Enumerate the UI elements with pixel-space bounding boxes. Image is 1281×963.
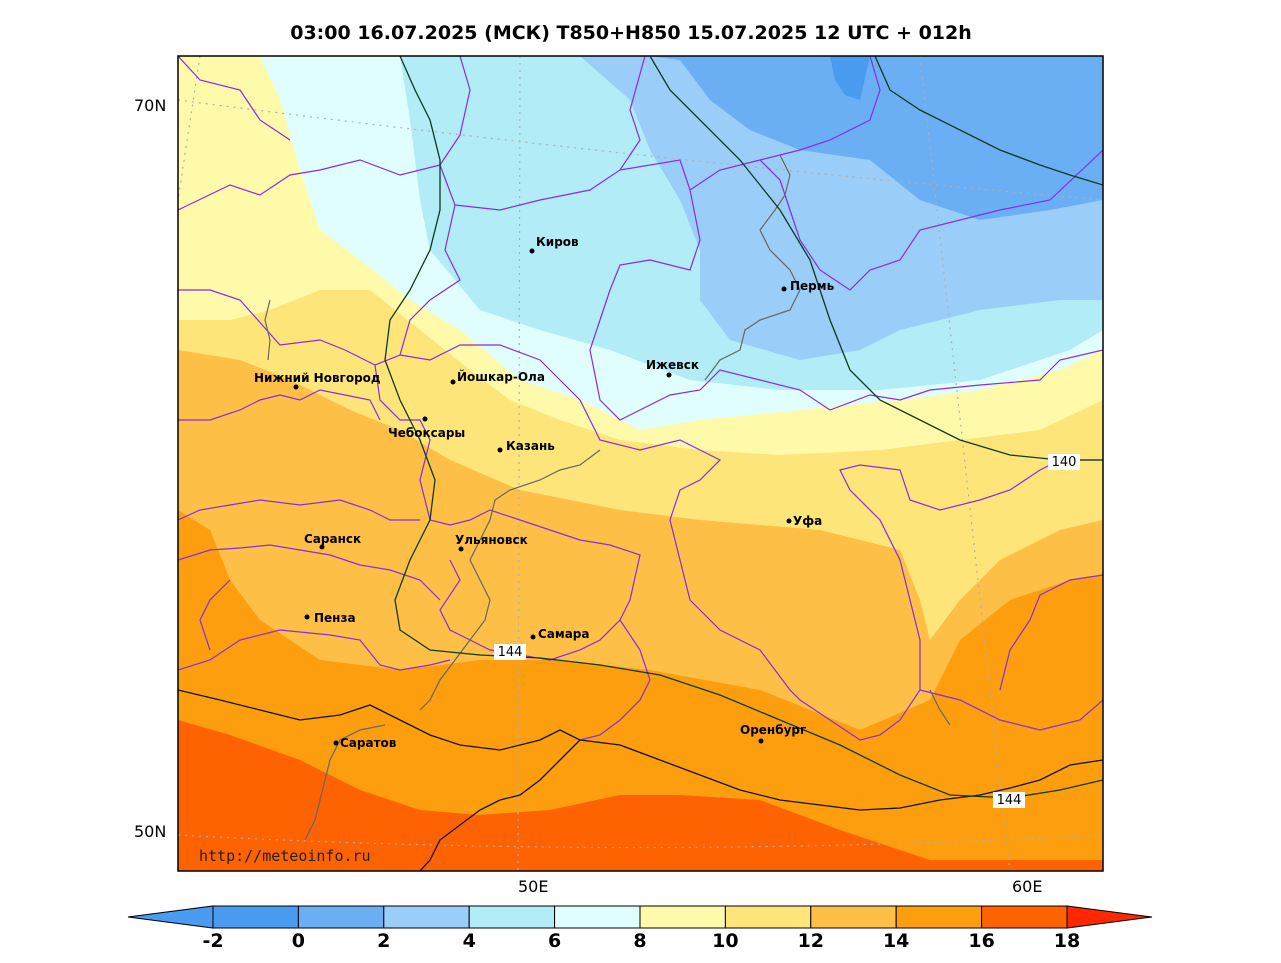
colorbar-under-arrow bbox=[127, 905, 214, 929]
colorbar-tick-label: -2 bbox=[202, 930, 224, 952]
colorbar-over-arrow bbox=[1066, 905, 1153, 929]
colorbar-swatch bbox=[895, 905, 983, 929]
contour-label-bg bbox=[1048, 454, 1080, 470]
city-dot bbox=[422, 416, 428, 422]
colorbar-swatch bbox=[297, 905, 385, 929]
watermark: http://meteoinfo.ru bbox=[199, 847, 371, 865]
map-frame bbox=[177, 55, 1104, 872]
colorbar-swatch bbox=[810, 905, 897, 929]
city-dot bbox=[458, 546, 464, 552]
city-dot bbox=[333, 740, 339, 746]
lat-lon-grid bbox=[178, 56, 1103, 871]
band-0 bbox=[830, 56, 870, 100]
colorbar-swatch bbox=[468, 905, 556, 929]
band-16 bbox=[178, 720, 1103, 871]
city-label: Киров bbox=[536, 235, 579, 249]
city-label: Чебоксары bbox=[388, 426, 465, 440]
city-label: Ульяновск bbox=[455, 533, 528, 547]
city-dot bbox=[666, 372, 672, 378]
colorbar-swatch bbox=[724, 905, 812, 929]
city-label: Уфа bbox=[793, 514, 822, 528]
city-label: Саратов bbox=[340, 736, 397, 750]
city-dot bbox=[293, 384, 299, 390]
city-dot bbox=[319, 544, 325, 550]
colorbar-tick-label: 6 bbox=[547, 930, 562, 952]
colorbar-tick-label: 14 bbox=[882, 930, 910, 952]
colorbar-tick-label: 8 bbox=[633, 930, 647, 952]
city-dot bbox=[781, 286, 787, 292]
colorbar-tick-label: 10 bbox=[712, 930, 739, 952]
colorbar-tick-label: 2 bbox=[377, 930, 391, 952]
colorbar-swatch bbox=[981, 905, 1068, 929]
city-dot bbox=[530, 634, 536, 640]
contour-label-bg bbox=[494, 644, 526, 660]
contour-label-bg bbox=[993, 792, 1025, 808]
rivers bbox=[264, 154, 951, 841]
colorbar-tick-label: 4 bbox=[462, 930, 476, 952]
city-dot bbox=[786, 518, 792, 524]
city-dot bbox=[450, 379, 456, 385]
city-label: Ижевск bbox=[646, 358, 699, 372]
colorbar-tick-label: 16 bbox=[968, 930, 995, 952]
contour-label: 144 bbox=[498, 645, 523, 660]
city-label: Оренбург bbox=[740, 723, 806, 737]
country-border bbox=[178, 689, 1103, 871]
colorbar-swatch bbox=[212, 905, 299, 929]
city-label: Саранск bbox=[304, 532, 361, 546]
city-dot bbox=[758, 738, 764, 744]
city-label: Самара bbox=[538, 627, 590, 641]
city-dot bbox=[529, 248, 535, 254]
height-contours bbox=[384, 56, 1103, 799]
city-label: Пермь bbox=[790, 279, 835, 293]
city-label: Пенза bbox=[314, 611, 356, 625]
contour-label: 144 bbox=[997, 793, 1022, 808]
lon-label-50e: 50E bbox=[518, 877, 549, 896]
colorbar-tick-label: 0 bbox=[291, 930, 306, 952]
city-label: Нижний Новгород bbox=[254, 371, 381, 385]
lat-label-50n: 50N bbox=[134, 822, 167, 841]
colorbar-tick-label: 12 bbox=[797, 930, 825, 952]
colorbar-tick-label: 18 bbox=[1053, 930, 1081, 952]
city-markers: Киров Пермь Ижевск Нижний Новгород Йошка… bbox=[254, 235, 835, 750]
band-2 bbox=[650, 56, 1103, 220]
city-label: Йошкар-Ола bbox=[457, 369, 545, 384]
city-dot bbox=[304, 614, 310, 620]
colorbar-swatch bbox=[383, 905, 470, 929]
temperature-bands bbox=[178, 56, 1103, 871]
lon-label-60e: 60E bbox=[1012, 877, 1043, 896]
map-title: 03:00 16.07.2025 (МСК) T850+H850 15.07.2… bbox=[290, 22, 972, 44]
contour-label: 140 bbox=[1052, 455, 1077, 470]
city-label: Казань bbox=[506, 439, 555, 453]
city-dot bbox=[497, 447, 503, 453]
colorbar-swatch bbox=[554, 905, 641, 929]
colorbar-swatch bbox=[639, 905, 726, 929]
lat-label-70n: 70N bbox=[134, 96, 167, 115]
colorbar bbox=[127, 905, 1153, 929]
